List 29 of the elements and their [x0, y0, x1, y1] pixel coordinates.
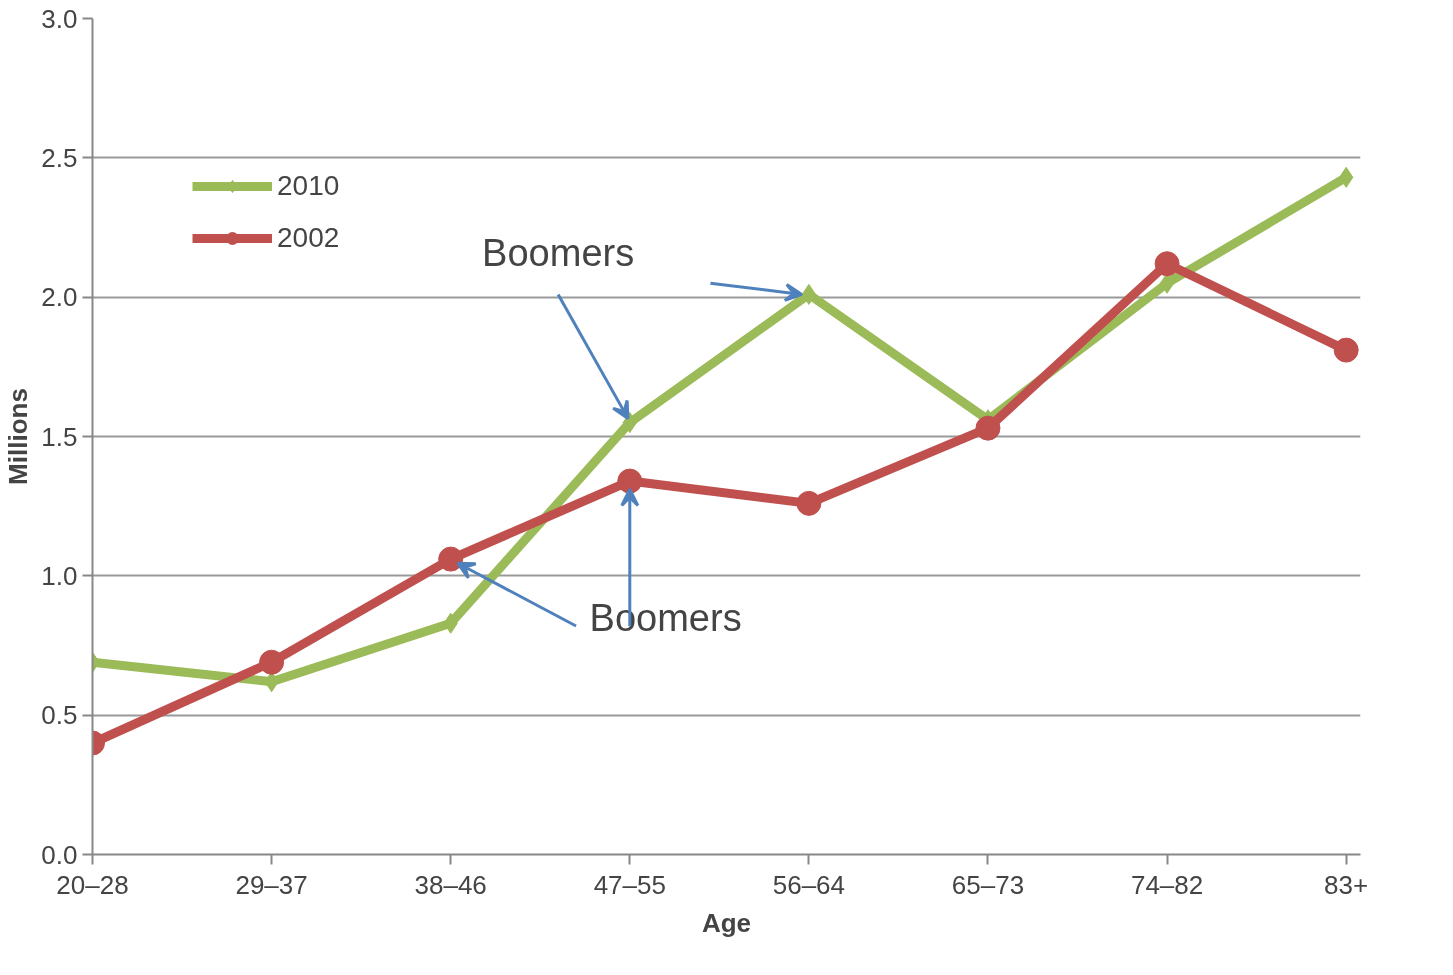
legend-label: 2002: [277, 222, 340, 254]
y-tick-label: 2.5: [41, 142, 78, 173]
y-tick-label: 3.0: [41, 3, 78, 34]
x-tick-label: 56–64: [772, 869, 846, 900]
x-tick-label: 74–82: [1130, 869, 1204, 900]
x-tick-label: 20–28: [56, 869, 129, 900]
legend-label: 2010: [277, 170, 340, 202]
x-axis-title: Age: [701, 907, 752, 938]
point: [617, 468, 643, 494]
y-axis-title: Millions: [3, 388, 34, 485]
point: [796, 490, 822, 516]
y-tick-label: 2.0: [41, 282, 78, 313]
x-tick-label: 29–37: [235, 869, 308, 900]
point: [259, 649, 285, 675]
point: [438, 546, 464, 572]
point: [801, 283, 817, 305]
annotation: Boomers: [589, 596, 742, 639]
y-tick-label: 0.0: [41, 839, 78, 870]
x-tick-label: 38–46: [414, 869, 487, 900]
x-tick-label: 65–73: [951, 869, 1025, 900]
y-tick-label: 1.0: [41, 560, 78, 591]
annotation: Boomers: [482, 231, 635, 274]
point: [975, 415, 1001, 441]
point: [1333, 337, 1359, 363]
x-tick-label: 83+: [1324, 869, 1369, 900]
y-tick-label: 1.5: [41, 421, 78, 452]
point: [1154, 251, 1180, 277]
y-tick-label: 0.5: [41, 700, 78, 731]
x-tick-label: 47–55: [593, 869, 666, 900]
